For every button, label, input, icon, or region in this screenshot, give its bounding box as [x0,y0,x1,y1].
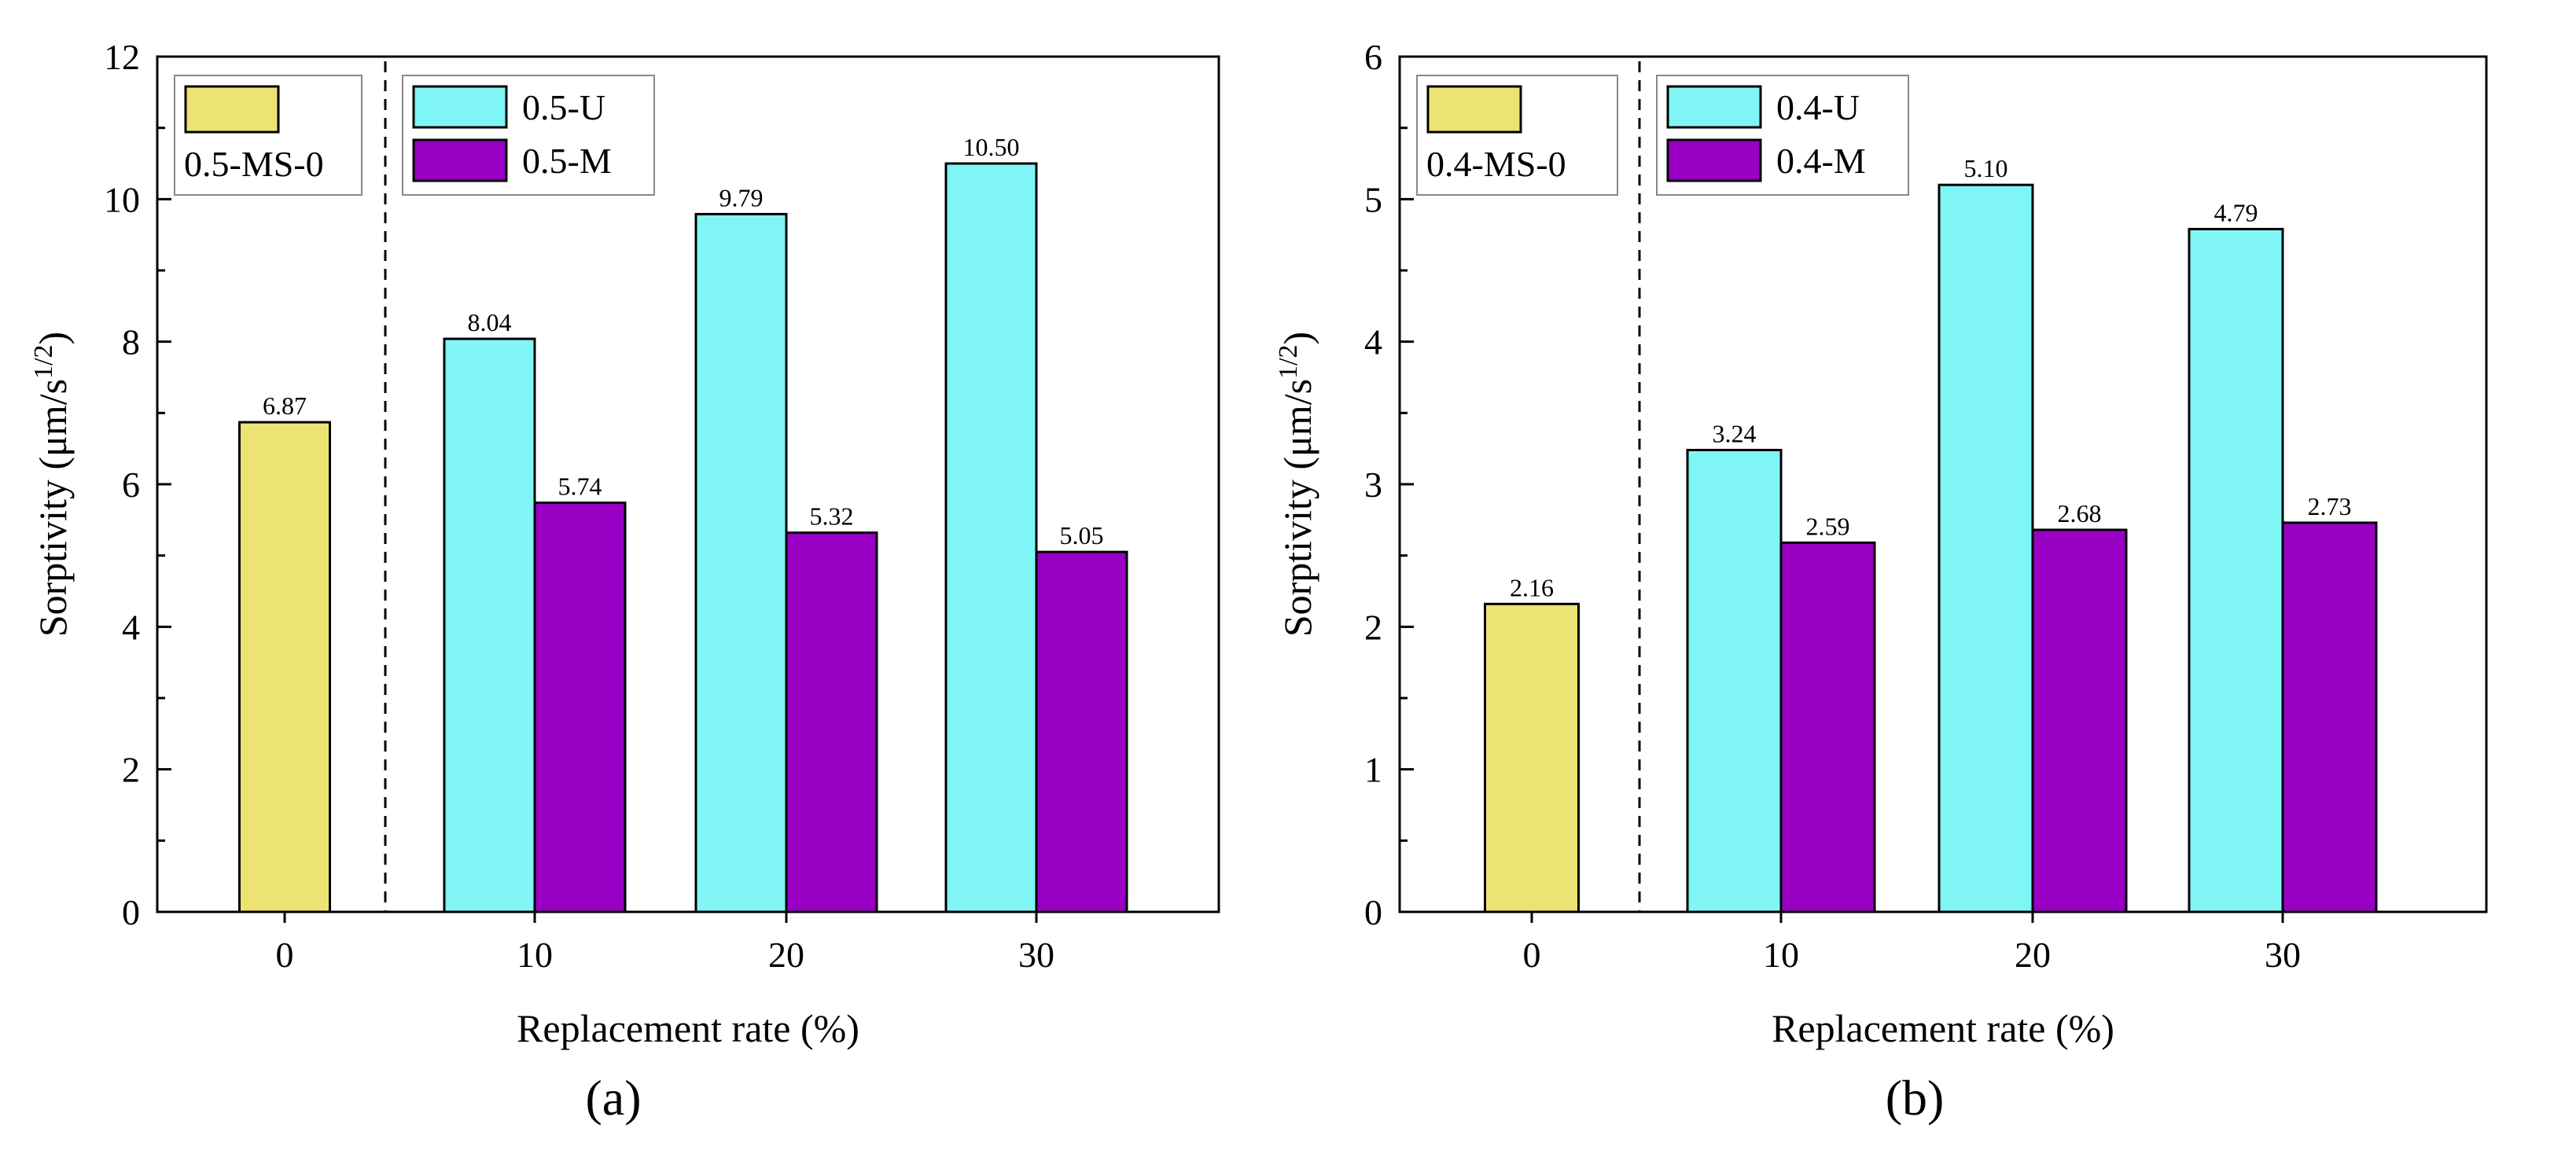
bar-0.5-MS-0-0 [238,421,331,913]
bar-0.4-U-20 [1938,183,2034,913]
bar-0.5-U-30 [944,162,1038,913]
legend-swatch-m [1666,138,1762,182]
y-axis-title-close: ) [1275,332,1319,345]
data-label: 10.50 [963,133,1020,161]
chart-panel-b: 0 1 2 3 4 5 6 0 10 20 30 2.16 3.24 5.10 4.79 2.59 2.68 2.… [1274,37,2488,1126]
y-tick-label: 2 [1364,607,1382,647]
y-axis-title-close: ) [31,332,75,345]
data-label: 4.79 [2214,198,2258,226]
legend-label-control: 0.5-MS-0 [184,144,324,184]
data-label: 5.74 [558,472,602,501]
data-label: 2.59 [1806,512,1850,540]
x-tick-label: 20 [768,935,804,975]
x-tick-label: 20 [2015,935,2051,975]
legend-swatch-control [184,85,280,134]
y-tick-label: 5 [1364,179,1382,219]
y-tick-label: 10 [104,179,140,219]
data-label: 2.68 [2058,499,2102,527]
x-axis-title: Replacement rate (%) [517,1006,859,1050]
x-tick-label: 10 [1763,935,1799,975]
data-label: 2.73 [2308,492,2352,520]
legend-label-u: 0.4-U [1776,87,1860,127]
x-tick-label: 0 [276,935,294,975]
y-tick-label: 12 [104,37,140,77]
legend-label-u: 0.5-U [522,87,605,127]
panel-label: (a) [585,1070,641,1126]
data-label: 6.87 [263,391,307,420]
legend-swatch-control [1426,85,1522,134]
y-tick-label: 0 [122,892,140,932]
x-tick-label: 10 [517,935,553,975]
legend-swatch-u [412,85,508,129]
y-axis-title-main: Sorptivity (μm/s [31,379,75,637]
y-tick-label: 8 [122,322,140,362]
chart-panel-a: 0 2 4 6 8 10 12 0 10 20 30 6.87 8.04 9.79 10.50 5.74 5.3… [29,37,1220,1126]
y-tick-label: 3 [1364,465,1382,505]
bar-0.5-U-20 [694,212,788,913]
legend-swatch-m [412,138,508,182]
y-tick-label: 4 [122,607,140,647]
data-label: 9.79 [719,183,764,211]
legend-label-m: 0.5-M [522,141,612,181]
y-axis-title-sup: 1/2 [29,344,58,378]
y-axis-title-main: Sorptivity (μm/s [1275,379,1319,637]
x-axis-title: Replacement rate (%) [1772,1006,2114,1050]
data-label: 5.32 [810,502,854,531]
legend-label-control: 0.4-MS-0 [1426,144,1566,184]
y-tick-label: 6 [1364,37,1382,77]
bar-0.5-M-20 [785,531,878,913]
bar-0.4-U-10 [1686,448,1783,913]
y-axis-title: Sorptivity (μm/s1/2) [29,332,75,637]
bar-0.4-U-30 [2188,227,2284,913]
y-tick-label: 1 [1364,750,1382,790]
legend-swatch-u [1666,85,1762,129]
data-label: 5.05 [1060,521,1104,549]
data-label: 5.10 [1964,154,2008,182]
bar-0.5-M-10 [533,502,627,913]
data-label: 8.04 [468,308,512,336]
bar-0.4-M-30 [2281,521,2378,913]
data-label: 2.16 [1510,573,1554,601]
y-axis-title: Sorptivity (μm/s1/2) [1274,332,1319,637]
y-tick-label: 0 [1364,892,1382,932]
y-tick-label: 4 [1364,322,1382,362]
bar-0.5-U-10 [443,337,536,913]
panel-label: (b) [1886,1070,1945,1126]
x-tick-label: 0 [1523,935,1541,975]
bar-0.4-M-20 [2031,528,2128,913]
x-tick-label: 30 [1018,935,1054,975]
y-tick-label: 6 [122,465,140,505]
y-tick-label: 2 [122,750,140,790]
bar-0.4-MS-0-0 [1484,602,1580,913]
y-axis-title-sup: 1/2 [1274,344,1303,378]
bar-0.4-M-10 [1779,541,1876,913]
data-label: 3.24 [1713,419,1757,447]
bar-0.5-M-30 [1035,550,1128,913]
x-tick-label: 30 [2265,935,2301,975]
legend-label-m: 0.4-M [1776,141,1866,181]
